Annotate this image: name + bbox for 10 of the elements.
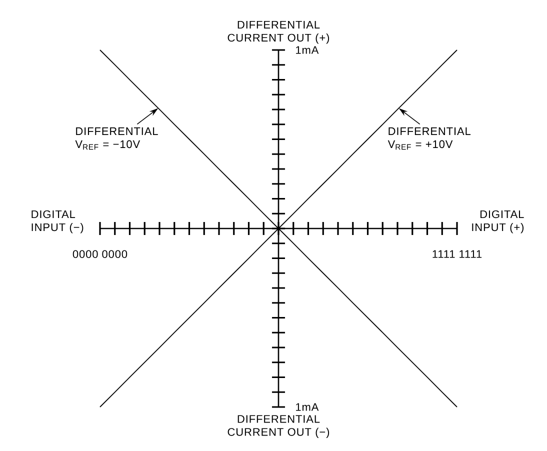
legend-label: DIFFERENTIAL V$_{REF}$ = −10V <box>75 127 158 150</box>
text: DIGITAL INPUT (+) <box>472 210 524 234</box>
x-tick-label: 0000 0000 <box>72 250 128 258</box>
x-tick-label: 1111 1111 <box>432 250 482 258</box>
y-tick-label: 1mA <box>296 403 319 411</box>
legend-label: DIFFERENTIAL V$_{REF}$ = +10V <box>388 127 471 150</box>
text: DIFFERENTIAL CURRENT OUT (−) <box>228 415 330 438</box>
text: DIFFERENTIAL CURRENT OUT (+) <box>228 20 330 44</box>
text: DIGITAL INPUT (−) <box>32 210 84 234</box>
y-tick-label: 1mA <box>296 46 319 54</box>
